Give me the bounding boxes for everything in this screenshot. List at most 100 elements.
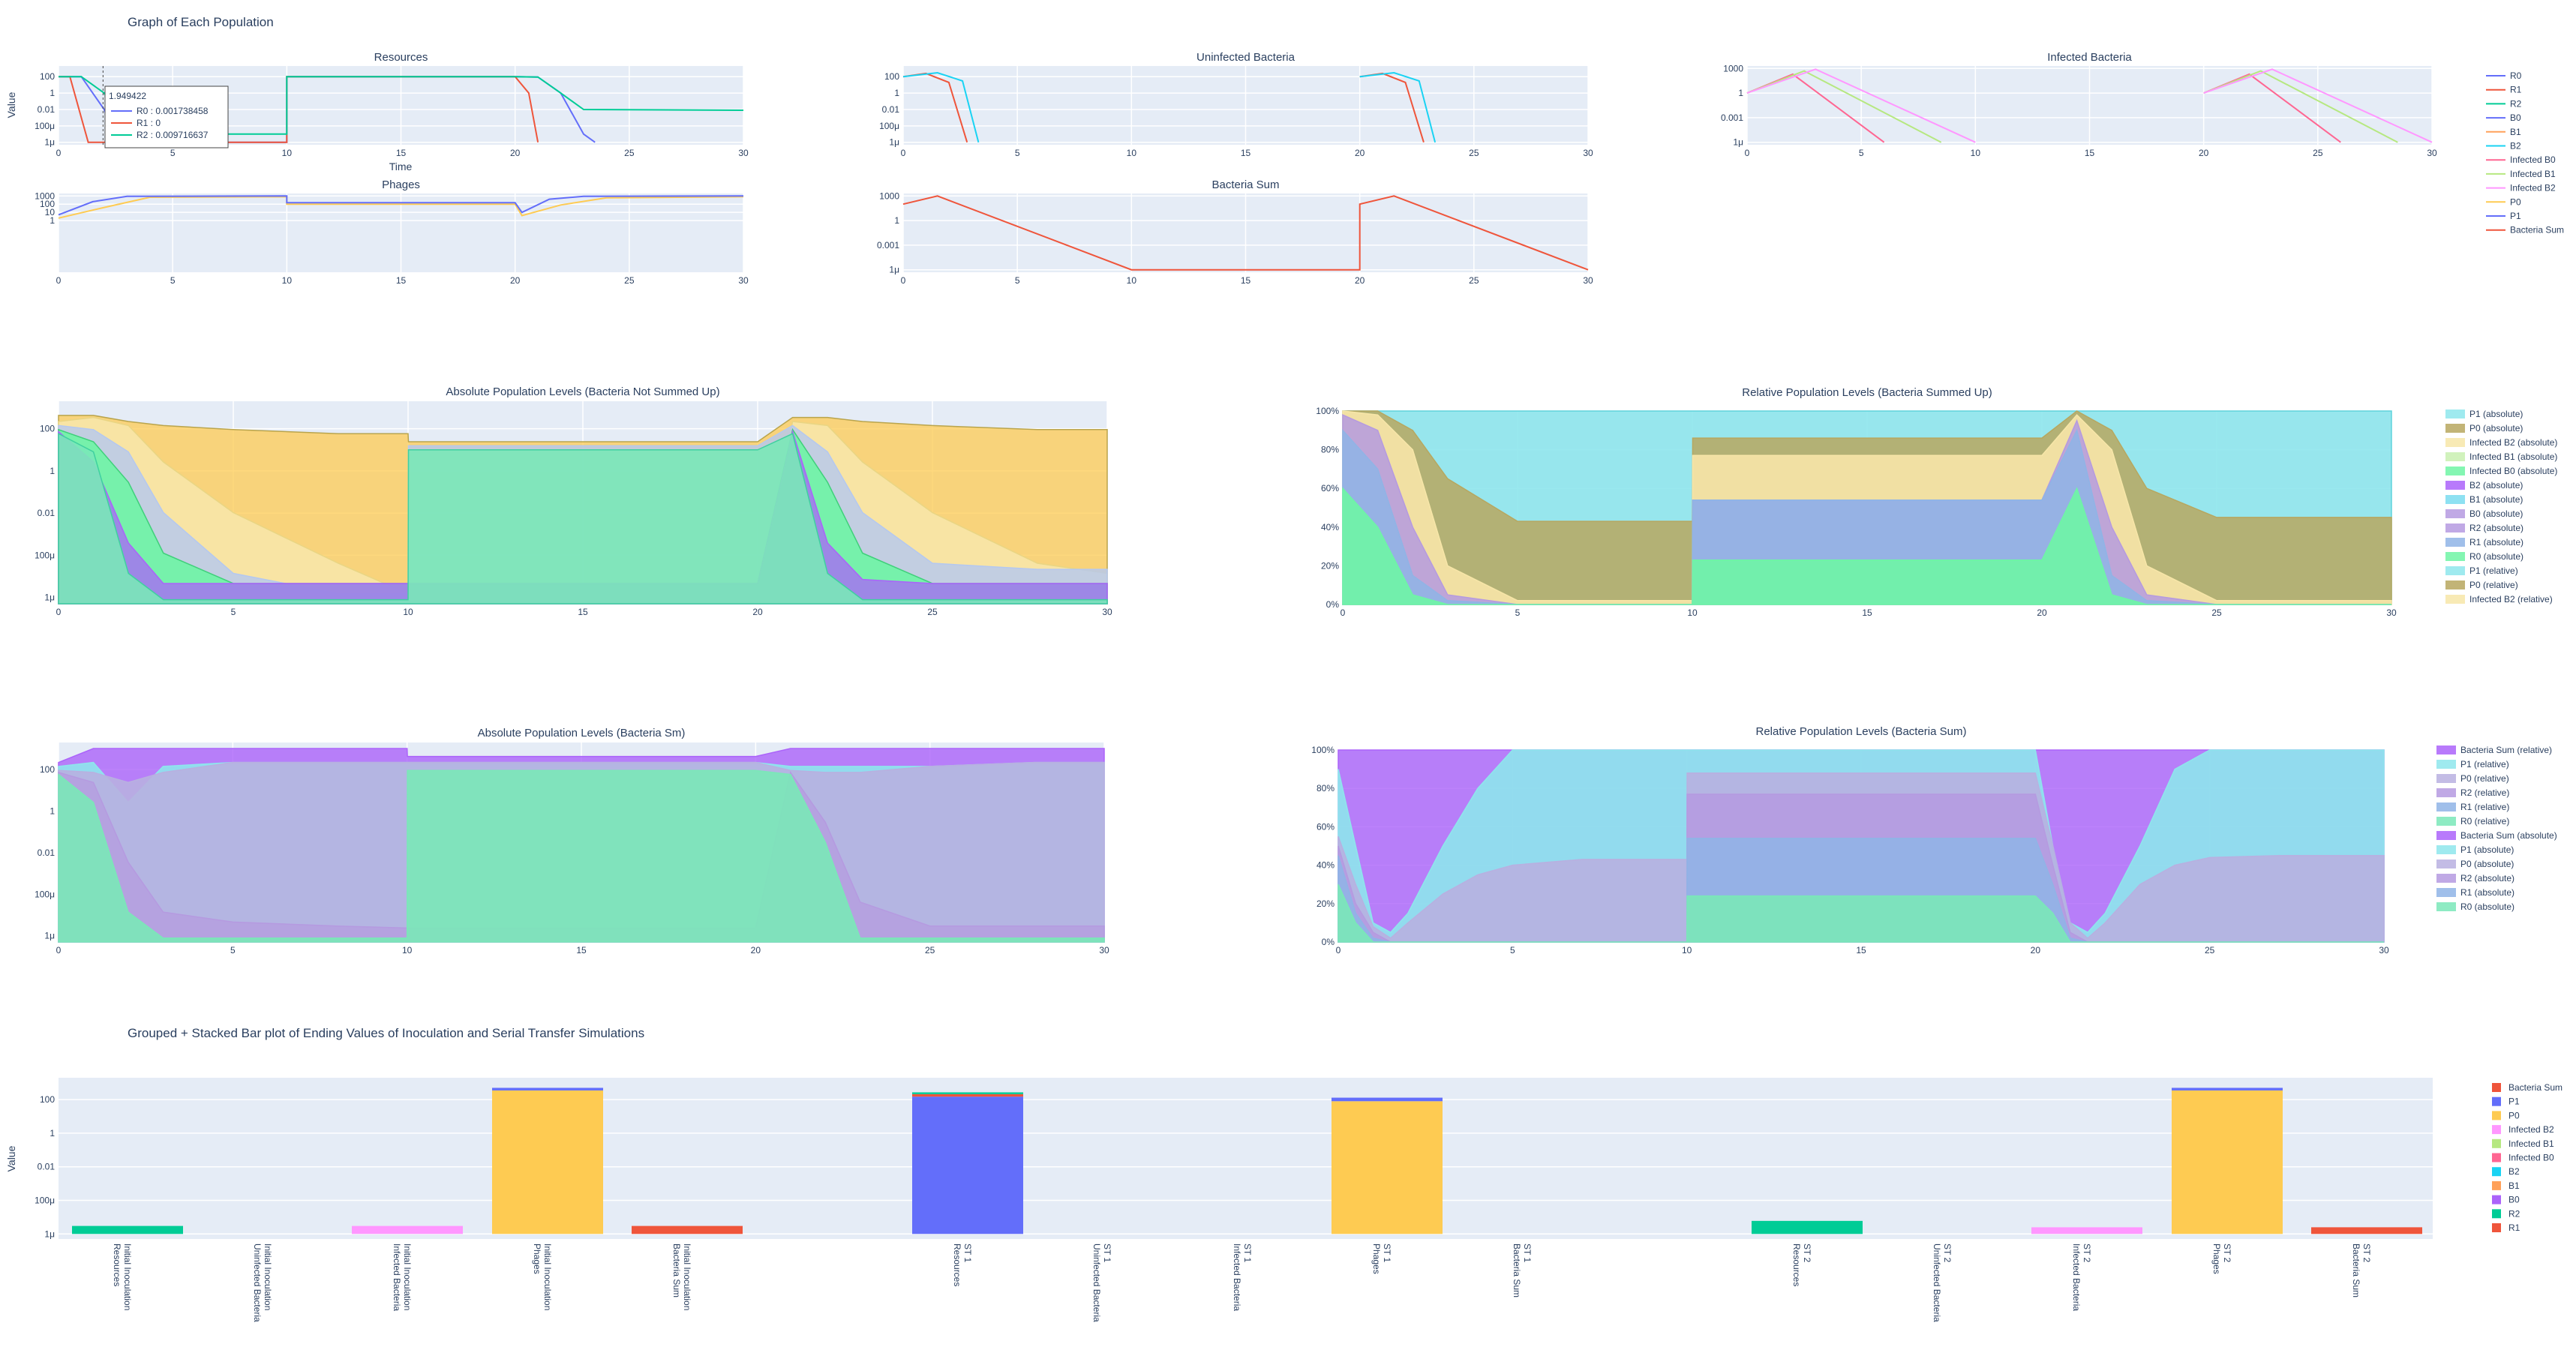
bar-p0	[2172, 1090, 2283, 1234]
fig4-y-tick: 1	[50, 1128, 55, 1138]
fig2-right-x-tick: 25	[2211, 608, 2222, 618]
bar-r2-st1-	[912, 1092, 1023, 1094]
fig1-panel2-y-tick: 1000	[1723, 63, 1743, 74]
fig2-right-y-tick: 60%	[1321, 483, 1339, 494]
fig1-panel3-x-tick: 10	[282, 275, 293, 286]
fig3-legend-item: Bacteria Sum (relative)	[2460, 745, 2552, 755]
fig1-panel0-x-tick: 20	[510, 148, 521, 158]
bar-category-label: Uninfected Bacteria	[1932, 1244, 1942, 1322]
fig1-panel2-x-tick: 20	[2199, 148, 2209, 158]
fig1-panel0-series-r1	[59, 76, 539, 143]
fig4-legend-item: B2	[2508, 1166, 2520, 1177]
fig2-left-y-tick: 100	[40, 424, 55, 434]
fig1-panel4-x-tick: 5	[1015, 275, 1020, 286]
fig4-legend-item: P1	[2508, 1096, 2520, 1107]
bar-r0	[912, 1096, 1023, 1234]
fig2-legend-swatch	[2445, 481, 2465, 490]
fig3-left-y-tick: 100	[40, 764, 55, 775]
fig1-panel0-x-tick: 30	[738, 148, 749, 158]
fig1-panel2-x-tick: 25	[2313, 148, 2323, 158]
fig3-left-x-tick: 0	[56, 945, 62, 956]
fig1-panel0-y-tick: 1μ	[44, 137, 55, 148]
fig1-panel1-x-tick: 5	[1015, 148, 1020, 158]
fig2-left-x-tick: 15	[578, 607, 588, 617]
fig3-right-y-tick: 0%	[1322, 937, 1335, 947]
fig2-left-y-tick: 1μ	[44, 592, 55, 603]
fig2-right-x-tick: 20	[2037, 608, 2047, 618]
fig3-right-x-tick: 20	[2031, 945, 2041, 956]
bar-r2	[1752, 1220, 1863, 1234]
bar-category-label: ST 2	[1942, 1244, 1953, 1262]
fig2-legend-item: Infected B2 (absolute)	[2469, 437, 2557, 448]
bar-category-label: ST 1	[1242, 1244, 1253, 1262]
fig1-panel2-series-infected-b2	[1746, 68, 1976, 143]
bar-r1	[912, 1094, 1023, 1097]
bar-category-label: ST 1	[1522, 1244, 1533, 1262]
bar-infected-b2	[2031, 1227, 2142, 1234]
fig1-panel1-x-tick: 15	[1241, 148, 1251, 158]
fig3-left-x-tick: 10	[402, 945, 413, 956]
fig2-legend-item: B1 (absolute)	[2469, 494, 2523, 505]
fig1-panel4-x-tick: 30	[1583, 275, 1593, 286]
fig2-legend-item: P0 (absolute)	[2469, 423, 2523, 434]
fig4-legend-swatch	[2492, 1195, 2501, 1204]
fig3-left-area-4	[58, 770, 1105, 943]
fig4-y-tick: 100μ	[35, 1195, 55, 1205]
fig1-panel4-x-tick: 25	[1469, 275, 1479, 286]
fig3-right-x-tick: 0	[1336, 945, 1341, 956]
fig2-left-x-tick: 25	[927, 607, 938, 617]
fig1-panel3-title: Phages	[382, 178, 420, 191]
fig3-legend-swatch	[2436, 831, 2456, 840]
fig4-legend-item: P0	[2508, 1110, 2520, 1120]
fig3-right-area-5	[1338, 884, 2384, 943]
fig1-panel3-y-tick: 1000	[35, 190, 55, 201]
bar-category-label: ST 2	[2361, 1244, 2372, 1262]
fig1-legend-item: Infected B1	[2510, 169, 2556, 179]
fig1-legend-item: Infected B2	[2510, 183, 2556, 194]
fig2-legend-item: B2 (absolute)	[2469, 480, 2523, 490]
fig4-legend-item: Infected B1	[2508, 1138, 2554, 1149]
fig1-panel2-y-tick: 0.001	[1721, 112, 1743, 123]
hover-row-value: R2 : 0.009716637	[137, 130, 209, 140]
fig1-legend-item: B0	[2510, 112, 2521, 123]
fig1-panel1-x-tick: 20	[1355, 148, 1365, 158]
bar-p1	[2172, 1088, 2283, 1090]
fig3-legend-item: R1 (relative)	[2460, 802, 2509, 812]
fig1-panel2-x-tick: 10	[1971, 148, 1981, 158]
fig2-right-x-tick: 10	[1687, 608, 1698, 618]
fig2-legend-swatch	[2445, 410, 2465, 418]
fig3-legend-item: P0 (absolute)	[2460, 859, 2514, 869]
fig1-y-axis-label: Value	[5, 92, 17, 118]
fig3-right-y-tick: 40%	[1317, 860, 1335, 871]
fig2-right-y-tick: 40%	[1321, 522, 1339, 532]
bar-category-label: Initial Inoculation	[542, 1244, 553, 1310]
fig1-panel2-x-tick: 30	[2427, 148, 2437, 158]
fig3-right-x-tick: 5	[1510, 945, 1515, 956]
fig1-panel2-x-tick: 0	[1745, 148, 1750, 158]
hover-x-value: 1.949422	[109, 91, 146, 101]
bar-category-label: ST 2	[2222, 1244, 2232, 1262]
fig4-legend-swatch	[2492, 1138, 2501, 1148]
fig3-legend-item: P0 (relative)	[2460, 773, 2509, 784]
fig3-legend-swatch	[2436, 860, 2456, 868]
fig3-legend-swatch	[2436, 774, 2456, 783]
fig1-legend-item: P0	[2510, 196, 2521, 207]
fig1-legend-item: R2	[2510, 98, 2522, 109]
fig2-legend-item: P0 (relative)	[2469, 580, 2518, 590]
fig2-legend-item: P1 (absolute)	[2469, 409, 2523, 419]
fig2-legend-swatch	[2445, 509, 2465, 518]
bar-category-label: Bacteria Sum	[1512, 1244, 1522, 1298]
fig2-left-y-tick: 100μ	[35, 550, 55, 560]
bar-category-label: ST 1	[1102, 1244, 1112, 1262]
fig3-legend-swatch	[2436, 760, 2456, 769]
fig1-panel0-x-tick: 0	[56, 148, 62, 158]
fig1-panel3-y-tick: 1	[50, 215, 55, 226]
fig1-panel1-series-b2-st-	[1359, 71, 1437, 142]
fig4-legend-item: R1	[2508, 1222, 2520, 1233]
fig4-title: Grouped + Stacked Bar plot of Ending Val…	[128, 1026, 645, 1040]
fig1-panel1-y-tick: 1μ	[889, 137, 899, 148]
fig3-right-x-tick: 15	[1856, 945, 1866, 956]
fig2-legend-swatch	[2445, 552, 2465, 561]
fig3-left-x-tick: 5	[230, 945, 236, 956]
